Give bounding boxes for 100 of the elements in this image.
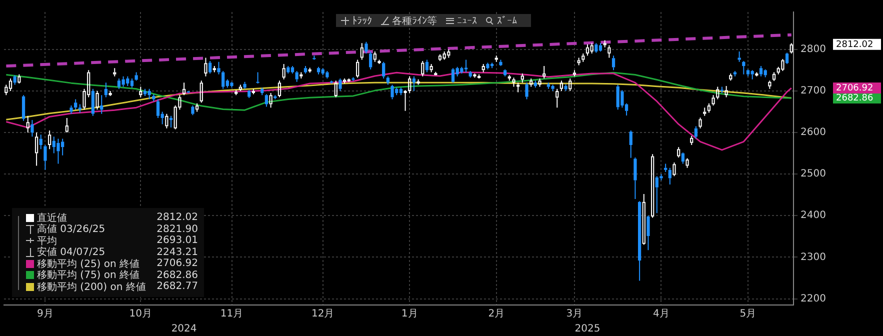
candlestick [646,215,650,251]
candlestick [295,70,298,82]
candlestick [594,42,598,54]
x-tick-label: 1月 [401,308,418,320]
candlestick [148,88,151,100]
candlestick [48,130,52,150]
candlestick [464,59,468,73]
annotation: 安値 04/07/25 [37,246,106,259]
candlestick [256,72,260,84]
candlestick [564,84,568,92]
candlestick [152,94,156,102]
x-tick-label: 12月 [311,308,334,320]
candlestick [750,70,754,80]
x-tick-label: 9月 [37,308,54,320]
candlestick [686,158,689,168]
x-tick-label: 4月 [653,308,670,320]
text: 2682.86 [836,93,874,104]
candlestick [742,60,746,75]
candlestick [468,70,472,78]
annotation: 平均 [37,234,58,247]
candlestick [651,154,654,218]
candlestick [91,88,94,116]
legend-label: 移動平均 (25) on 終値 [37,258,141,270]
candlestick [122,76,125,88]
candlestick [525,82,528,100]
candlestick [252,88,256,95]
candlestick [560,80,564,92]
candlestick [538,78,542,88]
candlestick [360,42,364,60]
candlestick [165,113,168,129]
candlestick [386,76,390,86]
candlestick [104,82,108,98]
candlestick [668,167,672,185]
candlestick [572,70,576,77]
annotation: 各種ﾗｲﾝ等 [392,14,437,28]
candlestick [520,73,524,84]
x-tick-label: 11月 [220,308,244,320]
y-tick-label: 2500 [800,168,826,180]
candlestick [326,70,329,79]
candlestick [638,200,642,282]
candlestick [712,94,715,106]
text: 2025 [574,324,600,335]
candlestick [733,70,737,77]
candlestick [108,90,112,96]
annotation: ﾄﾗｯｸ [352,14,372,26]
text: 2706.92 [836,83,874,94]
candlestick [156,98,160,118]
annotation: 2706.92 [156,258,198,270]
candlestick [200,80,203,104]
candlestick [304,66,308,74]
candlestick [612,55,616,71]
candlestick [404,90,407,112]
candlestick [716,86,720,100]
candlestick [278,80,282,98]
candlestick [677,146,680,158]
candlestick [338,78,342,92]
candlestick [473,73,476,78]
candlestick [598,42,602,52]
candlestick [603,40,606,48]
candlestick [195,102,199,112]
candlestick [34,132,38,166]
candlestick [408,76,412,94]
candlestick [300,72,303,79]
y-tick-label: 2200 [800,293,826,304]
candlestick [364,41,368,54]
candlestick [690,135,694,146]
candlestick [707,102,711,114]
candlestick [243,81,246,90]
candlestick [18,74,21,84]
annotation: 2682.77 [156,281,198,292]
candlestick [22,94,26,122]
candlestick [134,72,138,82]
candlestick [577,57,580,66]
candlestick [412,76,416,92]
y-tick-label: 2400 [800,210,826,222]
candlestick [39,134,42,150]
text: 2024 [171,324,197,335]
candlestick [13,74,16,86]
candlestick [772,72,776,82]
x-tick-label: 10月 [129,308,152,320]
x-tick-label: 2月 [488,308,505,320]
candlestick [534,80,537,88]
candlestick [724,85,728,98]
candlestick [620,90,624,108]
candlestick [504,68,507,77]
candlestick [373,50,376,62]
candlestick [629,130,632,158]
candlestick [421,60,424,77]
annotation: 直近値 [37,212,68,224]
candlestick [269,92,272,108]
candlestick [316,66,320,75]
candlestick [26,115,30,134]
candlestick [182,82,186,96]
candlestick [260,87,264,96]
candlestick [139,86,142,98]
candlestick [785,52,789,64]
candlestick [390,84,394,100]
candlestick [482,63,485,73]
candlestick [248,90,251,99]
candlestick [768,80,772,90]
